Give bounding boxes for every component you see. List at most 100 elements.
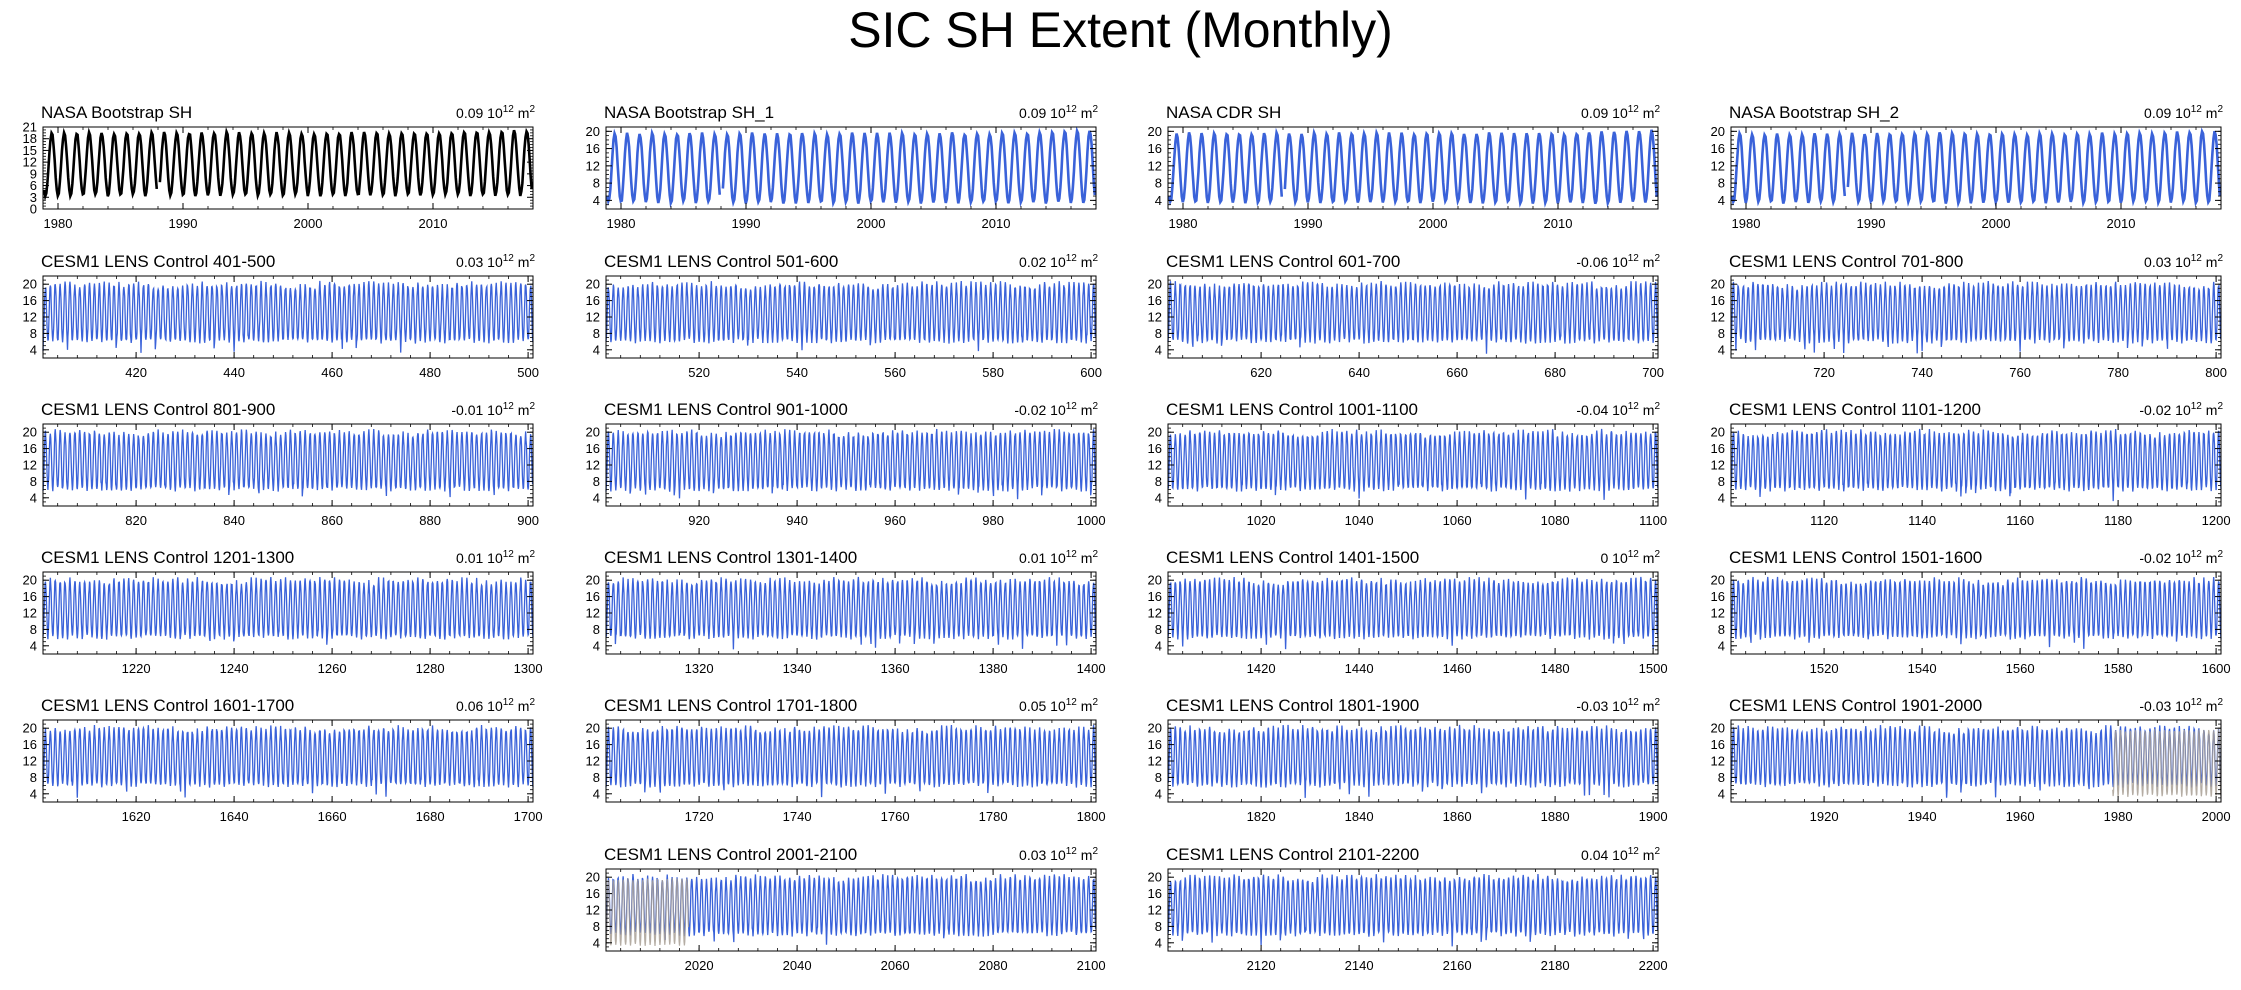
x-tick-label: 1020	[1247, 513, 1276, 528]
trend-label: -0.02 1012 m2	[1014, 401, 1098, 418]
unit-symbol-exponent: 2	[1654, 549, 1660, 560]
unit-symbol-exponent: 2	[1654, 846, 1660, 857]
plot-frame	[1167, 423, 1659, 507]
x-tick-label: 1140	[1908, 513, 1936, 528]
trend-value: 0.02	[1019, 254, 1050, 270]
unit-symbol-exponent: 2	[2217, 697, 2223, 708]
series-line	[42, 724, 534, 798]
y-tick-label: 4	[1155, 342, 1162, 357]
panel-title: CESM1 LENS Control 1601-1700	[41, 696, 294, 715]
y-tick-label: 8	[30, 622, 37, 637]
y-tick-label: 20	[586, 425, 600, 440]
x-tick-label: 2040	[783, 958, 812, 973]
y-tick-label: 20	[586, 870, 600, 885]
y-tick-label: 20	[23, 425, 37, 440]
y-tick-label: 12	[1711, 458, 1725, 473]
y-tick-label: 20	[1711, 425, 1725, 440]
y-tick-label: 4	[593, 786, 600, 801]
y-tick-label: 16	[586, 293, 600, 308]
plot-frame	[42, 571, 534, 655]
series-line	[1730, 428, 2222, 502]
unit-exponent: 12	[1066, 253, 1078, 264]
y-tick-label: 4	[30, 786, 37, 801]
x-tick-label: 800	[2205, 365, 2227, 380]
y-tick-label: 16	[586, 441, 600, 456]
unit-exponent: 12	[1628, 697, 1640, 708]
x-tick-label: 2010	[1544, 216, 1573, 231]
y-tick-label: 8	[593, 474, 600, 489]
y-tick-label: 20	[1711, 277, 1725, 292]
y-tick-label: 20	[586, 124, 600, 139]
x-tick-label: 1980	[607, 216, 636, 231]
unit-symbol-exponent: 2	[529, 697, 535, 708]
unit-base: 10	[1612, 254, 1628, 270]
unit-base: 10	[2175, 254, 2191, 270]
panel-title: CESM1 LENS Control 1401-1500	[1166, 548, 1419, 567]
figure-title: SIC SH Extent (Monthly)	[848, 2, 1393, 58]
unit-symbol-exponent: 2	[1092, 846, 1098, 857]
x-tick-label: 520	[688, 365, 710, 380]
x-tick-label: 1540	[1908, 661, 1937, 676]
unit-symbol: m	[1639, 402, 1655, 418]
x-tick-label: 700	[1642, 365, 1664, 380]
y-tick-label: 18	[23, 131, 37, 146]
x-tick-label: 1440	[1345, 661, 1374, 676]
unit-symbol-exponent: 2	[1092, 253, 1098, 264]
x-tick-label: 1780	[979, 809, 1008, 824]
x-tick-label: 480	[419, 365, 441, 380]
unit-exponent: 12	[1628, 846, 1640, 857]
unit-exponent: 12	[503, 104, 515, 115]
trend-value: 0.06	[456, 698, 487, 714]
y-tick-label: 8	[1718, 176, 1725, 191]
x-tick-label: 2010	[982, 216, 1011, 231]
y-tick-label: 8	[30, 474, 37, 489]
x-tick-label: 2000	[1982, 216, 2011, 231]
y-tick-label: 16	[586, 589, 600, 604]
series-line-segment-1	[605, 127, 722, 208]
x-tick-label: 1080	[1541, 513, 1570, 528]
y-tick-label: 8	[1155, 622, 1162, 637]
x-tick-label: 1940	[1908, 809, 1937, 824]
overlay-obs-line	[605, 878, 690, 947]
series-line-segment-2	[1846, 127, 2222, 209]
y-tick-label: 16	[1148, 886, 1162, 901]
y-tick-label: 12	[1148, 903, 1162, 918]
y-tick-label: 16	[23, 293, 37, 308]
unit-symbol-exponent: 2	[2217, 104, 2223, 115]
unit-symbol-exponent: 2	[529, 104, 535, 115]
y-tick-label: 8	[1155, 770, 1162, 785]
y-tick-label: 12	[23, 754, 37, 769]
y-tick-label: 20	[1148, 124, 1162, 139]
unit-exponent: 12	[2191, 697, 2203, 708]
x-tick-label: 560	[884, 365, 906, 380]
x-tick-label: 660	[1446, 365, 1468, 380]
trend-value: -0.01	[451, 402, 487, 418]
unit-symbol: m	[1639, 550, 1655, 566]
x-tick-label: 2000	[294, 216, 323, 231]
y-tick-label: 4	[593, 490, 600, 505]
unit-base: 10	[2175, 550, 2191, 566]
y-tick-label: 0	[30, 202, 37, 217]
series-line	[1167, 874, 1659, 947]
unit-symbol: m	[1639, 105, 1655, 121]
trend-label: 0 1012 m2	[1600, 549, 1660, 566]
unit-exponent: 12	[503, 253, 515, 264]
x-tick-label: 1960	[2006, 809, 2035, 824]
x-tick-label: 1420	[1247, 661, 1276, 676]
y-tick-label: 16	[586, 737, 600, 752]
unit-symbol-exponent: 2	[2217, 401, 2223, 412]
y-tick-label: 12	[1711, 158, 1725, 173]
trend-label: -0.01 1012 m2	[451, 401, 535, 418]
unit-symbol-exponent: 2	[1092, 549, 1098, 560]
unit-base: 10	[1612, 550, 1628, 566]
unit-base: 10	[487, 550, 503, 566]
x-tick-label: 1600	[2202, 661, 2231, 676]
